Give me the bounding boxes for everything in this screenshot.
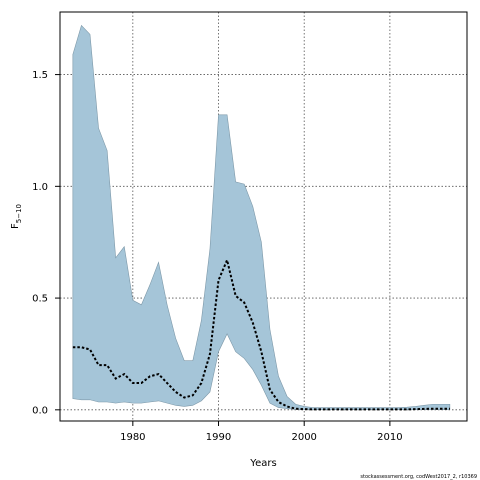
y-tick-label: 1.0 [32, 182, 48, 193]
estimate-line-layer [72, 256, 450, 411]
x-tick-label: 2010 [377, 432, 402, 443]
x-tick-label: 1980 [120, 432, 145, 443]
x-axis-title: Years [249, 458, 276, 469]
y-axis-title: F5−10 [10, 204, 23, 229]
y-tick-label: 0.5 [32, 294, 48, 305]
svg-text:F5−10: F5−10 [10, 204, 23, 229]
y-axis: 0.0 0.5 1.0 1.5 [32, 70, 60, 416]
credit-text: stockassessment.org, codWest2017_2, r103… [360, 474, 477, 480]
y-tick-label: 0.0 [32, 405, 48, 416]
x-tick-label: 1990 [206, 432, 231, 443]
x-axis: 1980 1990 2000 2010 [120, 421, 403, 443]
confidence-band-layer [72, 24, 451, 410]
y-axis-title-base: F [10, 223, 21, 229]
x-tick-label: 2000 [291, 432, 316, 443]
estimate-line [72, 256, 450, 411]
y-tick-label: 1.5 [32, 70, 48, 81]
confidence-band [72, 24, 451, 410]
plot-frame [59, 11, 468, 422]
y-axis-title-subscript: 5−10 [15, 204, 23, 223]
